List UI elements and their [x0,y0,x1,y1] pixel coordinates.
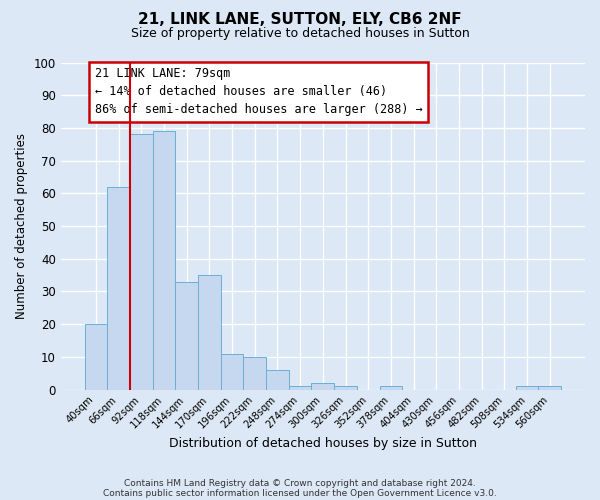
Text: Contains public sector information licensed under the Open Government Licence v3: Contains public sector information licen… [103,488,497,498]
Bar [198,275,221,390]
Bar [538,386,561,390]
Bar [175,282,198,390]
Bar [311,383,334,390]
Bar [334,386,357,390]
Bar [266,370,289,390]
Bar [289,386,311,390]
Bar [152,131,175,390]
Text: 21, LINK LANE, SUTTON, ELY, CB6 2NF: 21, LINK LANE, SUTTON, ELY, CB6 2NF [138,12,462,28]
Bar [380,386,402,390]
Y-axis label: Number of detached properties: Number of detached properties [15,133,28,319]
X-axis label: Distribution of detached houses by size in Sutton: Distribution of detached houses by size … [169,437,477,450]
Bar [221,354,244,390]
Text: 21 LINK LANE: 79sqm
← 14% of detached houses are smaller (46)
86% of semi-detach: 21 LINK LANE: 79sqm ← 14% of detached ho… [95,68,422,116]
Text: Size of property relative to detached houses in Sutton: Size of property relative to detached ho… [131,28,469,40]
Bar [130,134,152,390]
Bar [244,357,266,390]
Bar [107,187,130,390]
Bar [516,386,538,390]
Text: Contains HM Land Registry data © Crown copyright and database right 2024.: Contains HM Land Registry data © Crown c… [124,478,476,488]
Bar [85,324,107,390]
